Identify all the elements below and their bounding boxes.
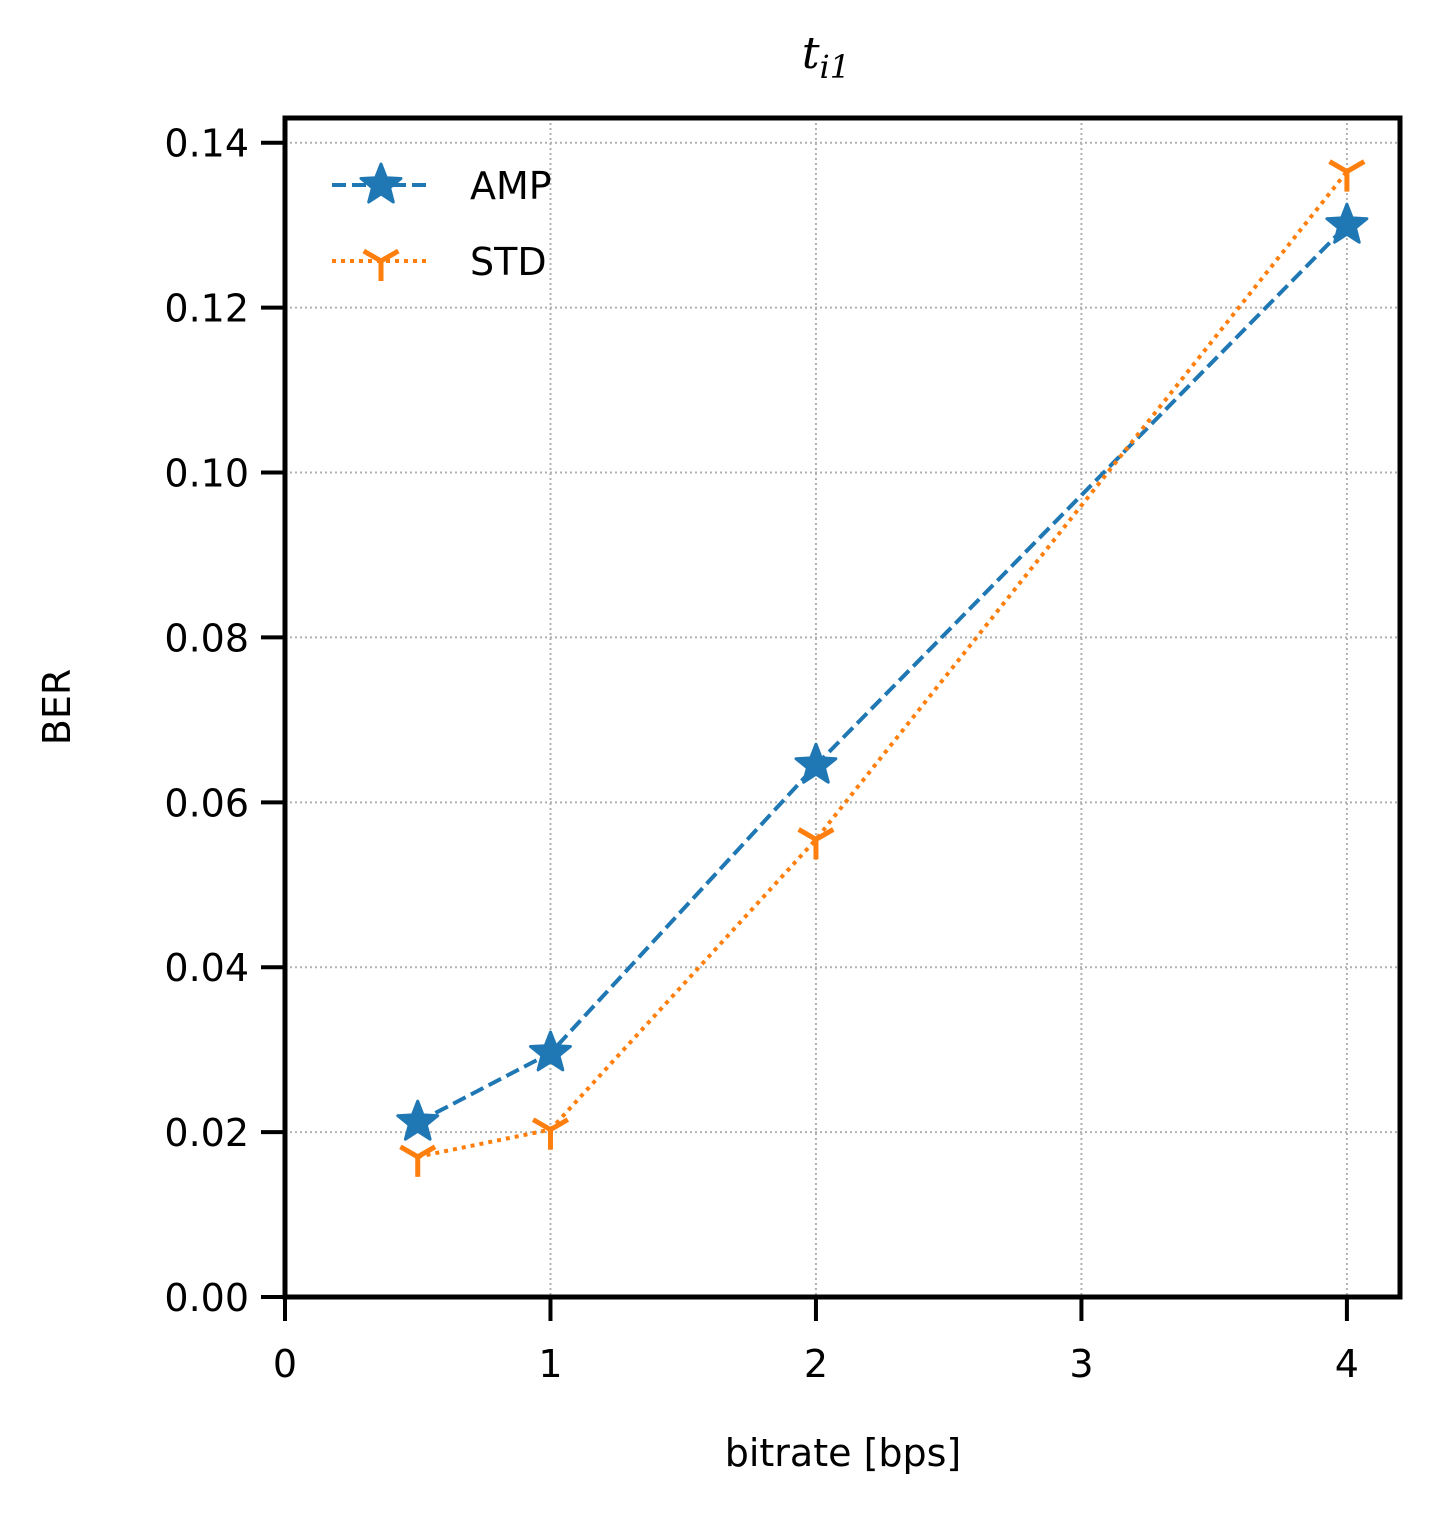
legend-item-amp: AMP: [332, 162, 552, 208]
chart-title: ti1: [802, 28, 850, 86]
x-tick-label: 2: [804, 1342, 828, 1386]
x-tick-label: 3: [1069, 1342, 1093, 1386]
y-tick-label: 0.04: [164, 946, 249, 990]
x-axis-label: bitrate [bps]: [725, 1431, 962, 1475]
series-layer: [396, 159, 1369, 1177]
legend-label: STD: [470, 240, 547, 284]
data-point-amp: [794, 742, 838, 784]
chart-title-base: t: [802, 28, 820, 79]
y-tick-label: 0.14: [164, 122, 249, 166]
y-tick-label: 0.10: [164, 452, 249, 496]
grid-layer: [284, 118, 1400, 1298]
y-axis-label: BER: [35, 669, 79, 745]
series-std: [399, 159, 1366, 1177]
legend-label: AMP: [470, 164, 552, 208]
data-point-std: [531, 1117, 570, 1150]
ticks-layer: 0 1 2 3 4 0.00 0.02 0.04 0.06 0.08 0.10 0.12 0.14: [164, 122, 1359, 1386]
series-line-std: [417, 170, 1349, 1159]
legend: AMP STD: [332, 162, 552, 284]
data-point-amp: [529, 1030, 572, 1072]
chart-title-subscript: i1: [820, 48, 851, 86]
data-point-amp: [396, 1099, 440, 1141]
data-point-std: [797, 827, 835, 860]
data-point-amp: [1325, 202, 1369, 244]
series-line-amp: [416, 223, 1349, 1124]
y-tick-label: 0.08: [164, 616, 249, 660]
y-tick-label: 0.00: [164, 1276, 249, 1320]
x-tick-label: 4: [1335, 1342, 1359, 1386]
y-tick-label: 0.06: [164, 781, 249, 825]
y-tick-label: 0.12: [164, 287, 249, 331]
legend-marker: [359, 162, 403, 204]
legend-marker: [362, 248, 400, 281]
legend-item-std: STD: [332, 240, 547, 284]
series-amp: [396, 202, 1369, 1141]
data-point-std: [1328, 159, 1366, 192]
y-tick-label: 0.02: [164, 1111, 249, 1155]
plot-frame: [282, 115, 1403, 1300]
x-tick-label: 1: [538, 1342, 562, 1386]
x-tick-label: 0: [273, 1342, 297, 1386]
data-point-std: [399, 1144, 437, 1177]
